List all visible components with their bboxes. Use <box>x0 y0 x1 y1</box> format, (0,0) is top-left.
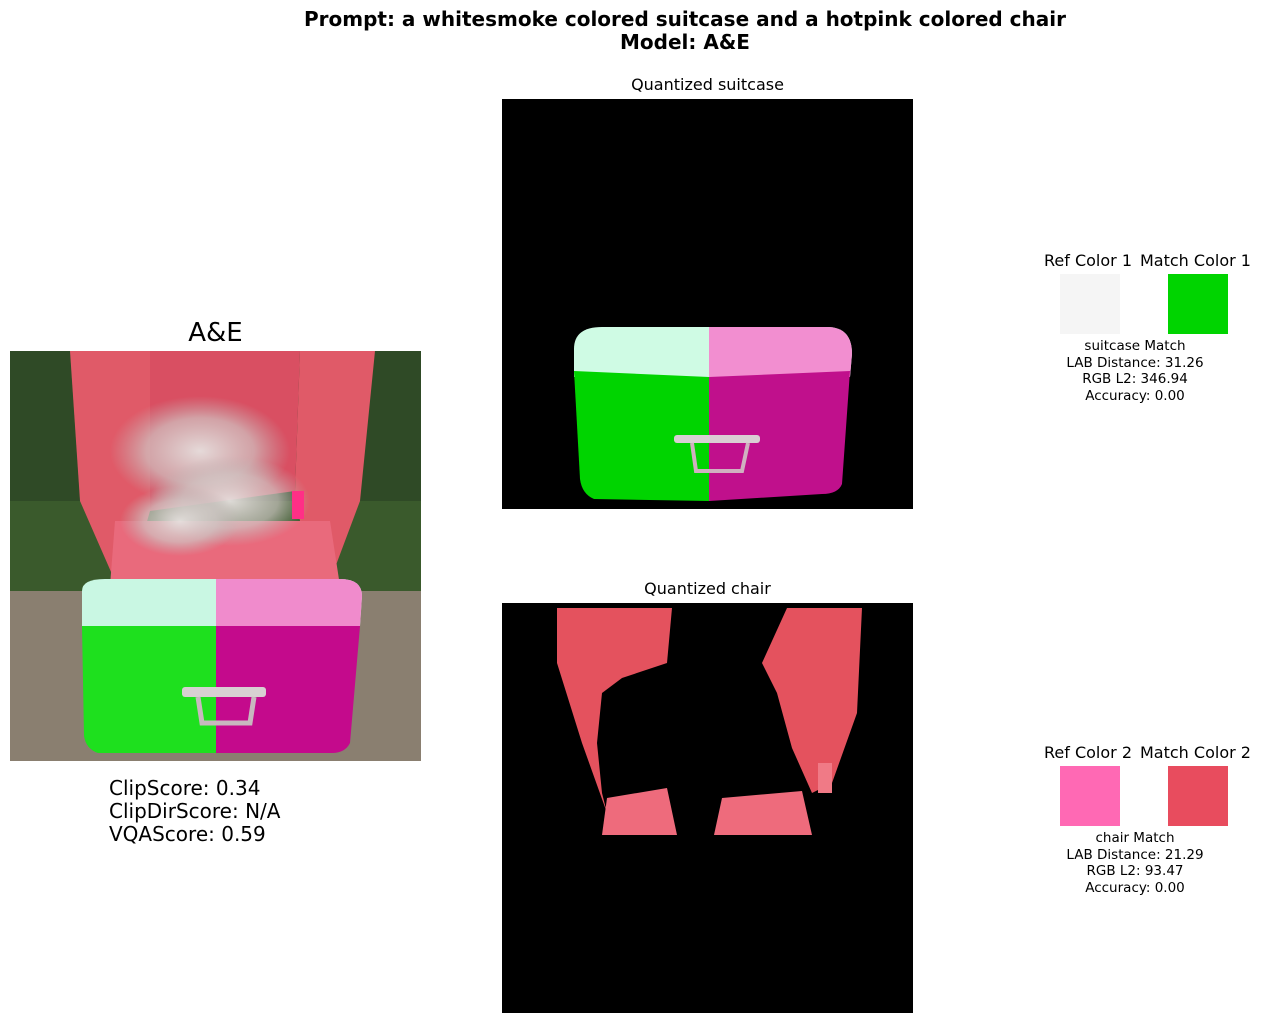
suitcase-match-label: suitcase Match <box>1084 338 1186 354</box>
ref-color-1-title: Ref Color 1 <box>1044 251 1132 270</box>
main-image-title: A&E <box>188 318 243 348</box>
generated-image <box>10 351 421 761</box>
match-color-2-swatch <box>1168 766 1228 826</box>
suitcase-accuracy: Accuracy: 0.00 <box>1085 387 1185 404</box>
chair-lab-distance: LAB Distance: 21.29 <box>1066 846 1204 863</box>
chair-match-label: chair Match <box>1095 830 1175 846</box>
quantized-chair-title: Quantized chair <box>644 579 771 598</box>
chair-match-info: chair Match LAB Distance: 21.29 RGB L2: … <box>1035 830 1235 896</box>
clip-dir-score: ClipDirScore: N/A <box>109 799 281 823</box>
suitcase-rgb-l2: RGB L2: 346.94 <box>1082 371 1188 387</box>
match-color-1-title: Match Color 1 <box>1140 251 1251 270</box>
quantized-suitcase-image <box>502 99 913 509</box>
clip-score: ClipScore: 0.34 <box>109 776 261 800</box>
model-title: Model: A&E <box>620 30 750 54</box>
quantized-suitcase-title: Quantized suitcase <box>631 75 784 94</box>
suitcase-match-info: suitcase Match LAB Distance: 31.26 RGB L… <box>1035 338 1235 404</box>
suitcase-lab-distance: LAB Distance: 31.26 <box>1066 354 1204 371</box>
vqa-score: VQAScore: 0.59 <box>109 822 266 846</box>
chair-rgb-l2: RGB L2: 93.47 <box>1086 863 1184 879</box>
ref-color-2-swatch <box>1060 766 1120 826</box>
ref-color-1-swatch <box>1060 274 1120 334</box>
match-color-2-title: Match Color 2 <box>1140 743 1251 762</box>
chair-accuracy: Accuracy: 0.00 <box>1085 879 1185 896</box>
ref-color-2-title: Ref Color 2 <box>1044 743 1132 762</box>
prompt-title: Prompt: a whitesmoke colored suitcase an… <box>303 7 1066 31</box>
quantized-chair-image <box>502 603 913 1013</box>
match-color-1-swatch <box>1168 274 1228 334</box>
